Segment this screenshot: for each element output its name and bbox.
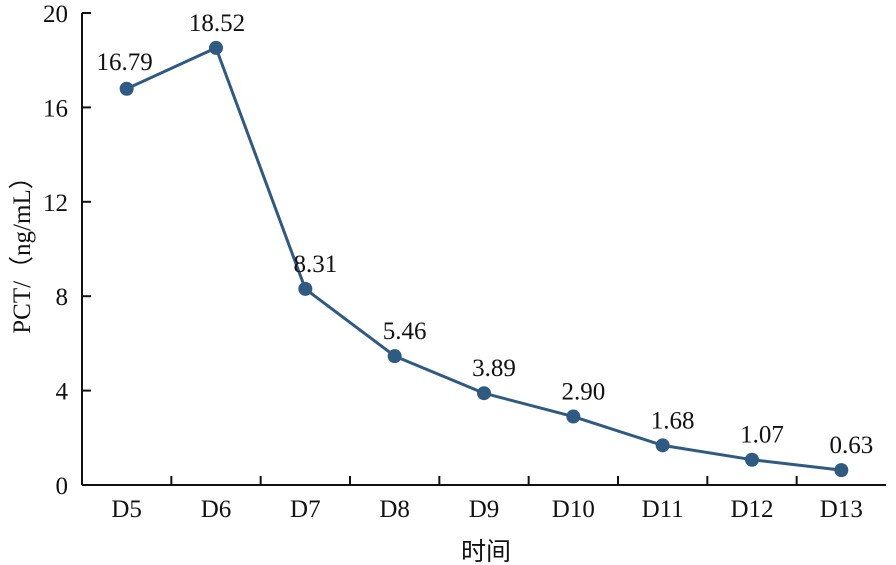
data-label: 16.79 bbox=[97, 49, 153, 76]
x-tick-label: D12 bbox=[730, 496, 773, 523]
y-tick-label: 16 bbox=[43, 95, 68, 122]
axes: 0 4 8 12 16 20 D5 D6 D7 D8 D9 D10 D11 D12 D13 bbox=[43, 1, 886, 523]
y-tick-label: 8 bbox=[56, 284, 69, 311]
y-axis-title: PCT/（ng/mL） bbox=[8, 164, 36, 333]
x-tick-label: D9 bbox=[469, 496, 500, 523]
series-layer: 16.79 18.52 8.31 5.46 3.89 2.90 1.68 1.07 0.63 bbox=[97, 10, 873, 478]
data-label: 8.31 bbox=[293, 251, 337, 278]
data-point bbox=[834, 463, 849, 478]
y-tick-label: 12 bbox=[43, 190, 68, 217]
x-tick-label: D7 bbox=[290, 496, 321, 523]
data-label: 3.89 bbox=[472, 355, 516, 382]
data-point bbox=[655, 438, 670, 453]
data-label: 1.07 bbox=[740, 422, 784, 449]
data-label: 18.52 bbox=[189, 10, 245, 37]
data-label: 1.68 bbox=[651, 407, 695, 434]
x-tick-label: D11 bbox=[642, 496, 684, 523]
data-label: 5.46 bbox=[383, 318, 427, 345]
series-line bbox=[126, 46, 842, 472]
x-axis-title: 时间 bbox=[461, 538, 511, 565]
y-tick-label: 20 bbox=[43, 1, 68, 28]
x-tick-label: D10 bbox=[552, 496, 595, 523]
data-point bbox=[298, 281, 313, 296]
data-point bbox=[566, 409, 581, 424]
data-label: 0.63 bbox=[829, 432, 873, 459]
y-tick-label: 4 bbox=[56, 379, 69, 406]
data-label: 2.90 bbox=[561, 379, 605, 406]
data-point bbox=[477, 386, 491, 401]
x-tick-label: D6 bbox=[201, 496, 232, 523]
data-point bbox=[119, 81, 134, 96]
data-point bbox=[209, 40, 223, 55]
x-tick-label: D8 bbox=[379, 496, 410, 523]
y-tick-label: 0 bbox=[56, 473, 69, 500]
data-point bbox=[745, 452, 759, 467]
x-tick-label: D5 bbox=[111, 496, 142, 523]
data-point bbox=[387, 349, 402, 364]
x-tick-label: D13 bbox=[820, 496, 863, 523]
